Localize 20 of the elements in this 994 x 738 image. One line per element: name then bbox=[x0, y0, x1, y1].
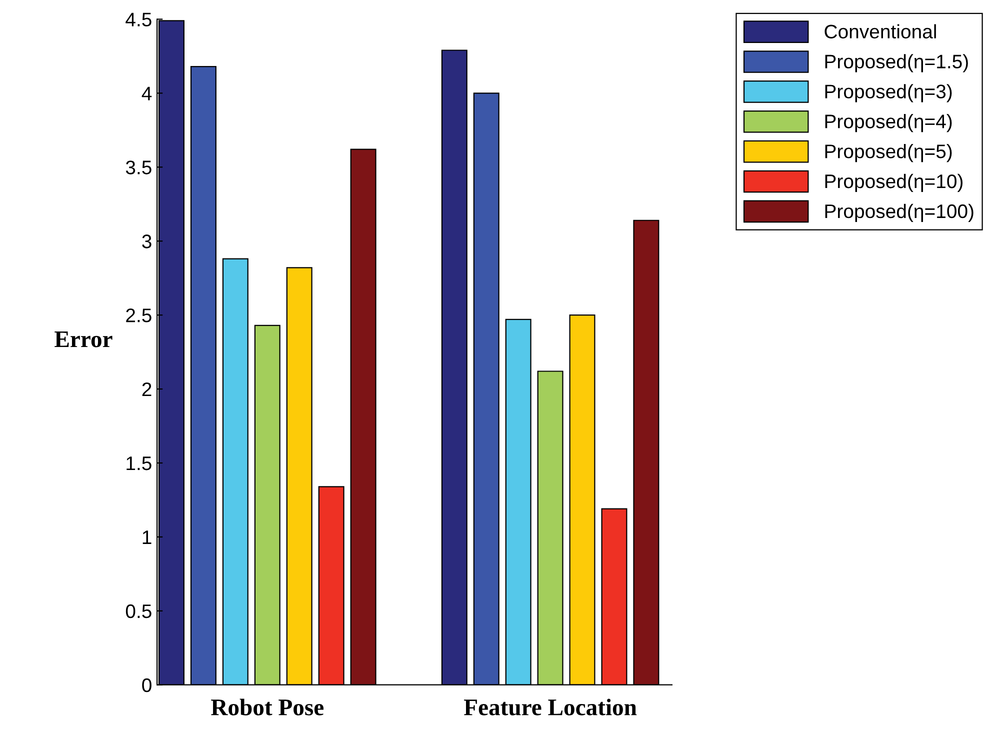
y-tick-label: 4.5 bbox=[126, 12, 152, 26]
y-tick-label: 3.5 bbox=[126, 160, 152, 174]
legend-label: Proposed(η=5) bbox=[825, 144, 952, 162]
y-tick-label: 2.5 bbox=[126, 308, 152, 322]
y-tick-label: 2 bbox=[142, 382, 152, 396]
y-tick-label: 3 bbox=[142, 234, 152, 248]
legend-label: Conventional bbox=[824, 24, 936, 38]
y-axis-title: Error bbox=[54, 332, 112, 348]
legend-label: Proposed(η=1.5) bbox=[825, 54, 968, 72]
y-tick-label: 1.5 bbox=[126, 456, 152, 470]
y-tick-label: 1 bbox=[142, 530, 152, 544]
legend-label: Proposed(η=4) bbox=[825, 114, 952, 132]
x-tick-label: Robot Pose bbox=[211, 698, 324, 716]
x-tick-label: Feature Location bbox=[464, 698, 637, 716]
y-tick-label: 4 bbox=[142, 86, 152, 100]
legend-label: Proposed(η=3) bbox=[825, 84, 952, 102]
y-tick-label: 0 bbox=[142, 678, 152, 692]
legend-label: Proposed(η=100) bbox=[825, 204, 974, 222]
legend-label: Proposed(η=10) bbox=[825, 174, 962, 192]
y-tick-label: 0.5 bbox=[126, 604, 152, 618]
